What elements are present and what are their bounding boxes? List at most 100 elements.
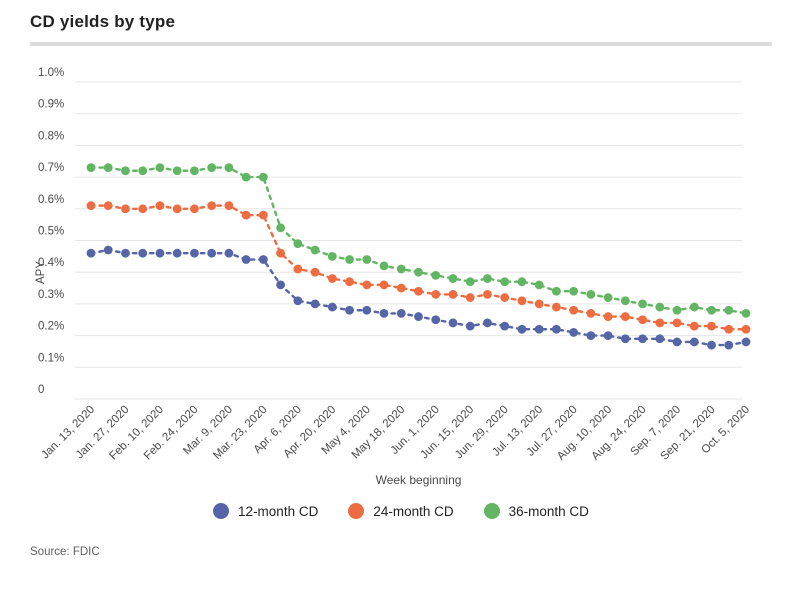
legend-dot-icon [348, 503, 365, 519]
data-point [362, 305, 372, 315]
data-point [620, 312, 630, 321]
data-point [689, 302, 699, 312]
data-point [741, 324, 751, 334]
data-point [483, 318, 492, 328]
legend-item-36-month-cd: 36-month CD [483, 503, 589, 519]
data-point [620, 296, 630, 306]
y-tick-label: 0.4% [38, 257, 64, 269]
data-point [310, 299, 320, 309]
legend-dot-icon [213, 503, 230, 519]
data-point [465, 293, 475, 302]
data-point [121, 248, 130, 258]
data-point [224, 201, 234, 211]
data-point [448, 274, 458, 283]
data-point [293, 296, 303, 306]
legend-label: 12-month CD [238, 503, 319, 519]
data-point [534, 324, 544, 334]
data-point [638, 315, 647, 325]
data-point [103, 201, 113, 211]
y-tick-label: 1.0% [38, 67, 64, 79]
data-point [741, 309, 751, 318]
data-point [345, 305, 354, 315]
data-point [431, 289, 441, 299]
y-tick-label: 0.2% [38, 321, 64, 333]
data-point [327, 274, 337, 283]
data-point [207, 163, 217, 172]
data-point [724, 324, 734, 334]
cd-yields-line-chart: 1.0% 0.9% 0.8% 0.7% 0.6% 0.5% 0.4% 0.3% 0.2% 0.1%… [35, 67, 752, 487]
series-line-12-month-cd [89, 248, 748, 347]
data-point [465, 277, 475, 287]
data-point [707, 305, 716, 315]
data-point [620, 334, 630, 344]
data-point [586, 331, 596, 340]
data-point [638, 334, 647, 344]
data-point [448, 318, 458, 328]
data-point [569, 305, 579, 315]
data-point [638, 299, 647, 309]
data-point [258, 255, 268, 264]
data-point [241, 255, 251, 264]
data-point [310, 267, 320, 277]
data-point [155, 201, 165, 211]
y-tick-label: 0.5% [38, 226, 64, 238]
legend-label: 24-month CD [373, 503, 454, 519]
data-point [362, 255, 372, 264]
data-point [155, 163, 165, 172]
legend-item-12-month-cd: 12-month CD [213, 503, 318, 519]
legend-dot-icon [483, 503, 500, 519]
series-line-24-month-cd [89, 204, 748, 331]
data-point [655, 334, 665, 344]
data-point [655, 302, 665, 312]
y-tick-label: 0.9% [38, 99, 64, 111]
y-axis-label: APY [35, 261, 47, 284]
chart-legend: 12-month CD 24-month CD 36-month CD [30, 498, 772, 524]
data-point [551, 302, 561, 312]
data-point [103, 163, 113, 172]
data-point [155, 248, 165, 258]
data-point [517, 277, 527, 287]
data-point [379, 309, 389, 318]
data-point [258, 210, 268, 220]
data-point [672, 318, 682, 328]
data-point [190, 166, 199, 176]
data-point [345, 255, 354, 264]
data-point [431, 315, 441, 325]
data-point [362, 280, 372, 290]
data-point [431, 270, 441, 280]
data-point [103, 245, 113, 255]
data-point [241, 172, 251, 182]
data-point [86, 248, 96, 258]
data-point [396, 264, 406, 274]
data-point [138, 204, 148, 214]
data-point [379, 261, 389, 271]
data-point [500, 293, 510, 302]
data-point [586, 289, 596, 299]
data-point [241, 210, 251, 220]
data-point [190, 204, 199, 214]
data-point [345, 277, 354, 287]
data-point [86, 201, 96, 211]
data-point [689, 337, 699, 347]
data-point [483, 289, 492, 299]
y-tick-label: 0.7% [38, 162, 64, 174]
data-point [655, 318, 665, 328]
data-point [327, 251, 337, 261]
legend-label: 36-month CD [508, 503, 589, 519]
data-point [465, 321, 475, 331]
y-tick-label: 0.8% [38, 130, 64, 142]
data-point [327, 302, 337, 312]
data-point [483, 274, 492, 283]
data-point [672, 337, 682, 347]
data-point [569, 328, 579, 337]
data-point [190, 248, 199, 258]
source-note: Source: FDIC [30, 546, 100, 558]
page-title: CD yields by type [30, 12, 176, 31]
data-point [569, 286, 579, 296]
data-point [741, 337, 751, 347]
data-point [224, 163, 234, 172]
data-point [172, 166, 182, 176]
data-point [293, 264, 303, 274]
data-point [86, 163, 96, 172]
